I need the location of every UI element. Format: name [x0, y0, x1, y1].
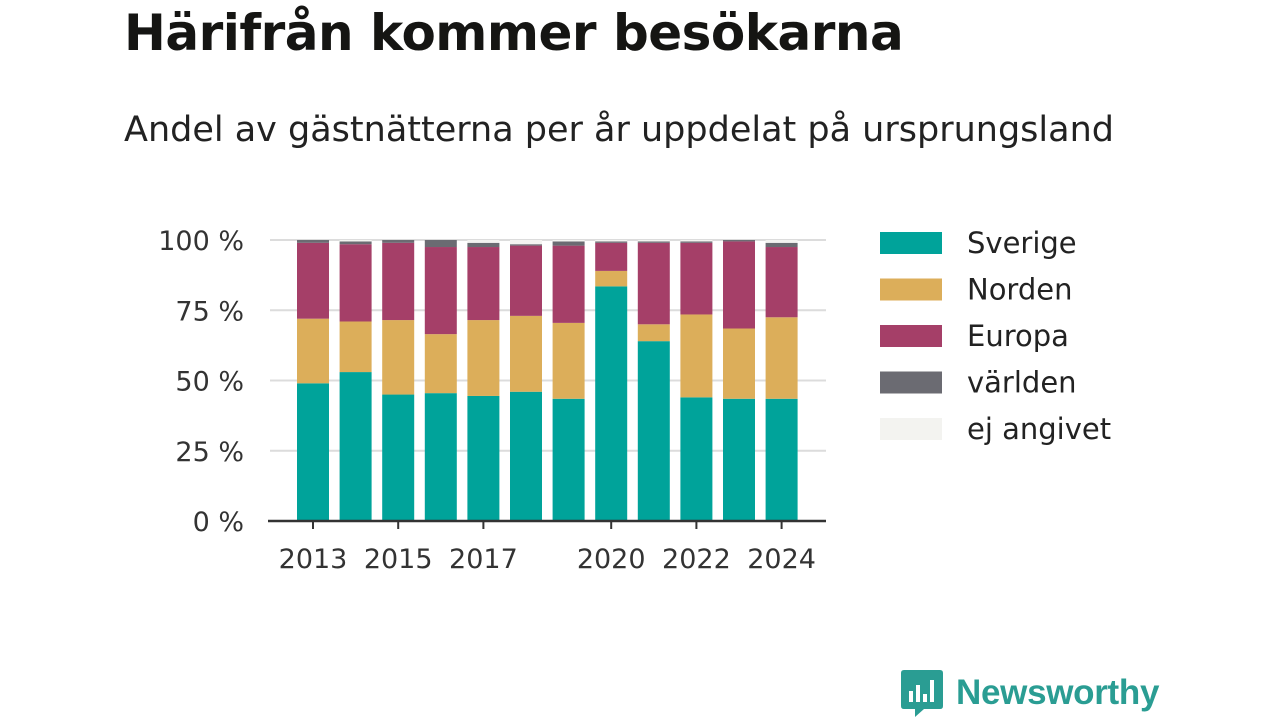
bar-segment [467, 320, 500, 396]
legend-label: ej angivet [967, 412, 1111, 446]
bar-segment [382, 242, 415, 321]
bar-segment [552, 398, 585, 521]
legend-swatch [880, 232, 942, 254]
bar-segment [467, 395, 500, 521]
bar-segment [510, 240, 542, 245]
bar-segment [467, 240, 500, 243]
bar-segment [680, 242, 713, 315]
brand-logo: Newsworthy [900, 668, 1159, 718]
legend-label: Norden [967, 273, 1072, 307]
bar-segment [382, 240, 415, 243]
bar-segment [637, 242, 670, 325]
legend-swatch [880, 418, 942, 440]
newsworthy-logo-icon [901, 670, 943, 717]
y-tick-label: 100 % [158, 226, 244, 257]
bar-segment [680, 397, 713, 521]
bar-segment [382, 320, 415, 395]
bar-segment [680, 240, 713, 242]
bar-segment [467, 242, 500, 248]
y-tick-label: 75 % [175, 296, 244, 327]
bar-segment [595, 270, 628, 287]
bar-segment [297, 383, 329, 521]
bar-segment [765, 242, 798, 248]
bar-segment [680, 314, 713, 398]
bar-segment [765, 247, 798, 318]
chart-subtitle: Andel av gästnätterna per år uppdelat på… [124, 110, 1114, 150]
bar-segment [552, 240, 585, 242]
bar-segment [595, 240, 628, 242]
bar-segment [510, 245, 542, 316]
bar-segment [467, 247, 500, 321]
x-tick-label: 2020 [577, 544, 646, 575]
y-tick-label: 25 % [175, 437, 244, 468]
x-tick-label: 2013 [279, 544, 348, 575]
bar-segment [339, 244, 372, 322]
bar-segment [680, 241, 713, 243]
bar-segment [765, 317, 798, 399]
legend-label: världen [967, 366, 1077, 400]
bar-segment [297, 240, 329, 243]
bar-segment [339, 241, 372, 245]
bar-segment [510, 244, 542, 246]
legend-swatch [880, 371, 942, 394]
bar-segment [424, 393, 457, 521]
bar-segment [297, 318, 329, 384]
bar-segment [723, 328, 755, 399]
bar-segment [723, 240, 755, 242]
bar-segment [552, 322, 585, 399]
x-tick-label: 2017 [449, 544, 518, 575]
bar-segment [424, 240, 457, 248]
bar-segment [595, 241, 628, 243]
bar-segment [765, 240, 798, 243]
bar-segment [382, 394, 415, 521]
bar-segment [637, 324, 670, 342]
bar-segment [510, 391, 542, 521]
bar-segment [424, 334, 457, 394]
bar-segment [510, 315, 542, 392]
legend-label: Sverige [967, 226, 1077, 260]
bar-segment [595, 286, 628, 521]
bar-segment [424, 247, 457, 335]
bar-segment [595, 242, 628, 271]
bar-segment [339, 372, 372, 521]
bar-segment [339, 240, 372, 242]
bar-segment [297, 242, 329, 319]
bar-segment [637, 341, 670, 521]
y-tick-label: 50 % [175, 367, 244, 398]
bar-segment [637, 240, 670, 242]
chart-title: Härifrån kommer besökarna [124, 4, 904, 62]
bar-segment [637, 241, 670, 243]
bar-segment [552, 245, 585, 323]
x-tick-label: 2015 [364, 544, 433, 575]
y-tick-label: 0 % [193, 507, 244, 538]
bar-segment [723, 241, 755, 329]
legend-label: Europa [967, 319, 1069, 353]
legend-swatch [880, 278, 942, 301]
bar-segment [552, 241, 585, 246]
x-tick-label: 2022 [662, 544, 731, 575]
legend-swatch [880, 325, 942, 347]
bar-segment [339, 321, 372, 373]
brand-name: Newsworthy [956, 673, 1160, 712]
bar-segment [765, 398, 798, 521]
x-tick-label: 2024 [747, 544, 816, 575]
bar-segment [723, 398, 755, 521]
